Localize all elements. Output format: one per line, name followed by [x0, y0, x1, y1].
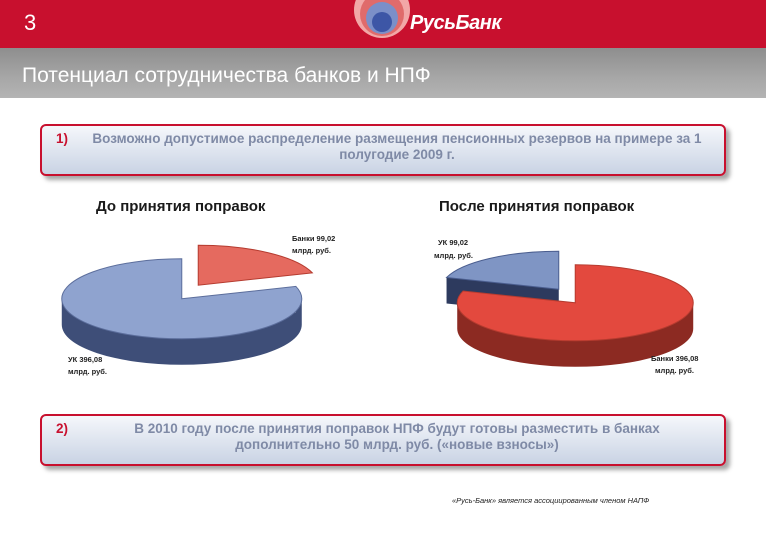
pie-before: Банки 99,02 млрд. руб. УК 396,08 млрд. р… — [61, 234, 335, 376]
callout-distribution: 1) Возможно допустимое распределение раз… — [40, 124, 726, 176]
pie-before-uk-top — [61, 258, 303, 340]
chart-title-before: До принятия поправок — [96, 198, 266, 215]
pie-after-banks-side — [457, 264, 694, 367]
callout-number: 1) — [56, 131, 69, 146]
label-after-banks-1: Банки 396,08 — [651, 354, 698, 363]
slide-number: 3 — [24, 10, 37, 35]
callout-text: В 2010 году после принятия поправок НПФ … — [134, 421, 660, 452]
logo-rings-icon — [354, 0, 410, 38]
label-before-uk-1: УК 396,08 — [68, 355, 102, 364]
pie-after-uk-top — [445, 250, 560, 290]
label-after-uk-2: млрд. руб. — [434, 251, 473, 260]
pie-after: УК 99,02 млрд. руб. Банки 396,08 млрд. р… — [434, 238, 698, 375]
pie-before-banks-top — [197, 244, 314, 286]
label-before-banks-2: млрд. руб. — [292, 246, 331, 255]
title-bar — [0, 48, 766, 98]
label-after-uk-1: УК 99,02 — [438, 238, 468, 247]
page-title: Потенциал сотрудничества банков и НПФ — [22, 64, 431, 87]
pie-after-banks-top — [456, 264, 694, 342]
brand-logo: РусьБанк — [410, 12, 501, 34]
label-before-uk-2: млрд. руб. — [68, 367, 107, 376]
footnote: «Русь-Банк» является ассоциированным чле… — [452, 496, 650, 505]
callout-number: 2) — [56, 421, 69, 436]
label-before-banks-1: Банки 99,02 — [292, 234, 335, 243]
callout-forecast: 2) В 2010 году после принятия поправок Н… — [40, 414, 726, 466]
chart-title-after: После принятия поправок — [439, 198, 635, 215]
callout-text: Возможно допустимое распределение размещ… — [92, 131, 702, 162]
label-after-banks-2: млрд. руб. — [655, 366, 694, 375]
